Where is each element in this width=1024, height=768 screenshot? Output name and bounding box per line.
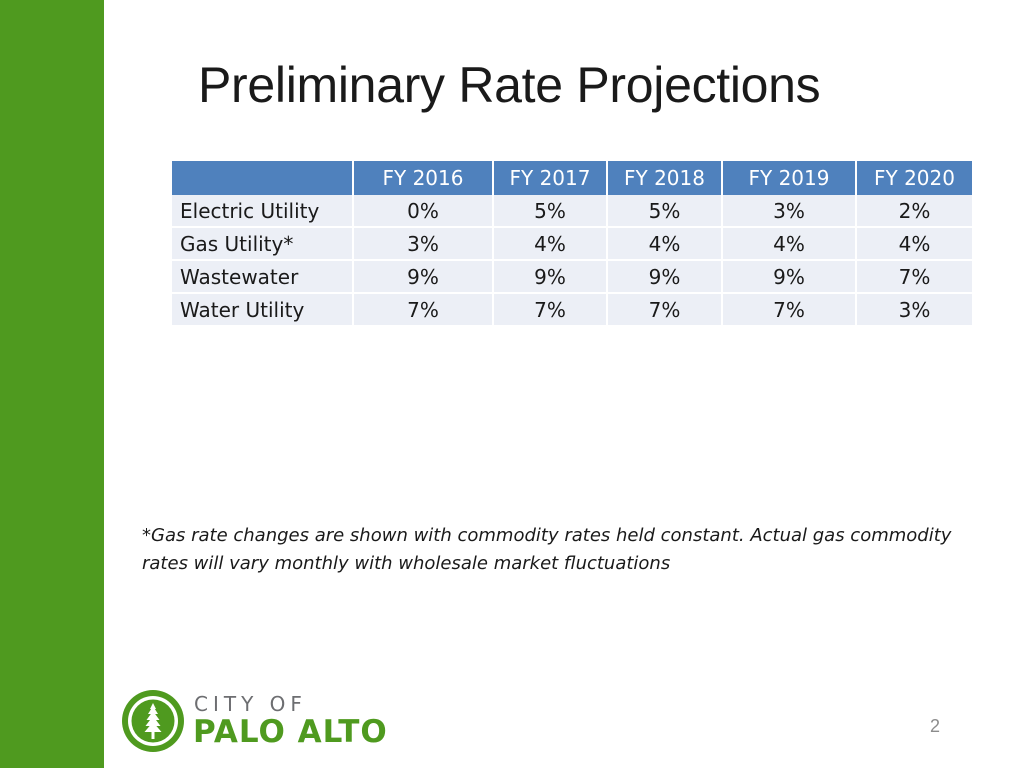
table-cell: 7%	[354, 294, 494, 327]
header-cell-blank	[172, 161, 354, 195]
table-cell: 9%	[608, 261, 723, 294]
header-cell-fy2016: FY 2016	[354, 161, 494, 195]
table-header-row: FY 2016 FY 2017 FY 2018 FY 2019 FY 2020	[172, 161, 972, 195]
slide-title: Preliminary Rate Projections	[198, 57, 821, 113]
table-cell: 4%	[608, 228, 723, 261]
header-cell-fy2020: FY 2020	[857, 161, 972, 195]
table-cell: 7%	[723, 294, 857, 327]
table-cell: 7%	[608, 294, 723, 327]
row-label: Electric Utility	[172, 195, 354, 228]
header-cell-fy2019: FY 2019	[723, 161, 857, 195]
table-cell: 2%	[857, 195, 972, 228]
table-cell: 0%	[354, 195, 494, 228]
table-cell: 5%	[494, 195, 608, 228]
gas-rate-footnote: *Gas rate changes are shown with commodi…	[142, 522, 992, 578]
table-cell: 3%	[354, 228, 494, 261]
table-row-wastewater: Wastewater 9% 9% 9% 9% 7%	[172, 261, 972, 294]
table-cell: 9%	[494, 261, 608, 294]
table-cell: 7%	[857, 261, 972, 294]
row-label: Gas Utility*	[172, 228, 354, 261]
table-cell: 4%	[723, 228, 857, 261]
table-cell: 3%	[723, 195, 857, 228]
table-cell: 9%	[354, 261, 494, 294]
redwood-tree-seal-icon	[122, 690, 184, 752]
rate-projection-table: FY 2016 FY 2017 FY 2018 FY 2019 FY 2020 …	[172, 161, 972, 327]
header-cell-fy2018: FY 2018	[608, 161, 723, 195]
table-row-gas: Gas Utility* 3% 4% 4% 4% 4%	[172, 228, 972, 261]
footnote-line-2: rates will vary monthly with wholesale m…	[142, 553, 671, 574]
header-cell-fy2017: FY 2017	[494, 161, 608, 195]
logo-city-of-text: CITY OF	[194, 692, 307, 716]
table-cell: 9%	[723, 261, 857, 294]
city-of-palo-alto-logo: CITY OF PALO ALTO	[120, 688, 420, 754]
row-label: Water Utility	[172, 294, 354, 327]
page-number: 2	[930, 716, 941, 736]
logo-palo-alto-text: PALO ALTO	[193, 714, 388, 750]
table-cell: 4%	[494, 228, 608, 261]
footnote-line-1: *Gas rate changes are shown with commodi…	[142, 525, 952, 546]
table-row-water: Water Utility 7% 7% 7% 7% 3%	[172, 294, 972, 327]
table-cell: 5%	[608, 195, 723, 228]
table-cell: 3%	[857, 294, 972, 327]
table-row-electric: Electric Utility 0% 5% 5% 3% 2%	[172, 195, 972, 228]
table-cell: 7%	[494, 294, 608, 327]
row-label: Wastewater	[172, 261, 354, 294]
sidebar-accent-bar	[0, 0, 104, 768]
table-cell: 4%	[857, 228, 972, 261]
